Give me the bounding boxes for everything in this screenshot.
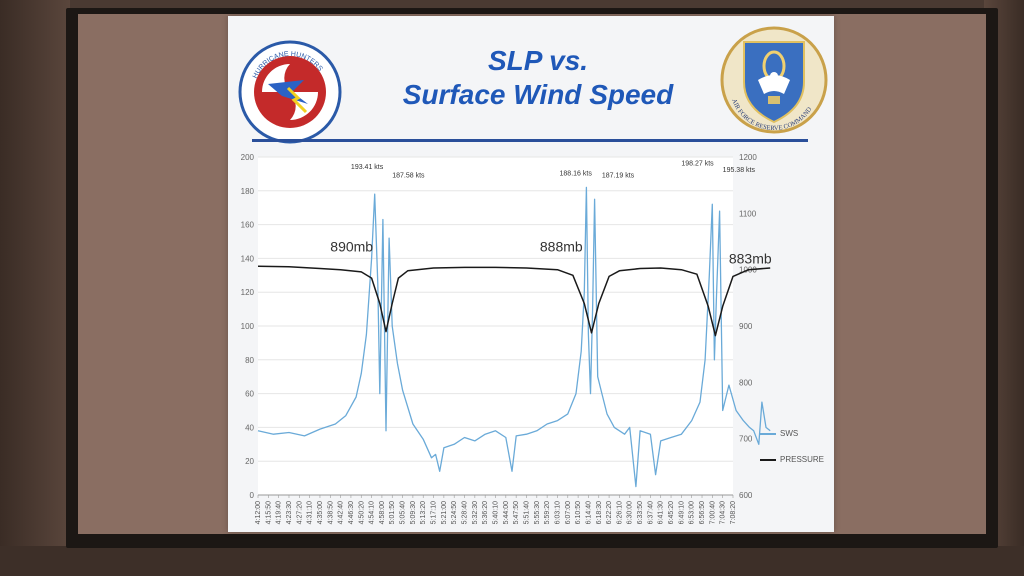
legend-item-sws: SWS xyxy=(760,429,840,455)
x-tick-label: 4:15:50 xyxy=(265,501,272,524)
y-right-tick-label: 700 xyxy=(739,435,753,444)
legend-swatch-sws xyxy=(760,433,776,435)
legend-item-pressure: PRESSURE xyxy=(760,455,840,481)
wind-annotation: 187.58 kts xyxy=(392,172,425,179)
x-tick-label: 5:01:50 xyxy=(389,501,396,524)
series-line-pressure xyxy=(257,265,771,337)
slp-vs-wind-chart: 0 20 40 60 80 100 120 140 160 180 200 600 700 800 900 1… xyxy=(241,153,772,524)
x-tick-label: 4:38:50 xyxy=(327,501,334,524)
x-tick-label: 4:58:00 xyxy=(379,501,386,524)
x-tick-label: 4:19:40 xyxy=(276,501,283,524)
x-tick-label: 6:41:30 xyxy=(658,501,665,524)
pressure-annotation: 888mb xyxy=(540,239,583,255)
x-tick-label: 6:56:50 xyxy=(699,501,706,524)
x-tick-label: 7:08:20 xyxy=(730,501,737,524)
x-tick-label: 6:26:10 xyxy=(616,501,623,524)
wind-annotation: 193.41 kts xyxy=(351,164,384,171)
chart-area: 0 20 40 60 80 100 120 140 160 180 200 600 700 800 900 1… xyxy=(228,148,834,532)
x-tick-label: 6:37:40 xyxy=(647,501,654,524)
y-left-tick-label: 200 xyxy=(241,153,255,162)
x-tick-label: 5:17:10 xyxy=(431,501,438,524)
y-left-tick-label: 120 xyxy=(241,288,255,297)
x-tick-label: 7:04:30 xyxy=(720,501,727,524)
slide-title-line1: SLP vs. xyxy=(487,45,589,76)
pressure-annotation: 883mb xyxy=(729,250,772,266)
x-tick-label: 6:22:20 xyxy=(606,501,613,524)
y-left-tick-label: 0 xyxy=(250,491,255,500)
y-left-tick-label: 140 xyxy=(241,254,255,263)
x-tick-label: 4:35:00 xyxy=(317,501,324,524)
y-right-tick-label: 1100 xyxy=(739,209,757,218)
x-tick-label: 6:33:50 xyxy=(637,501,644,524)
y-left-tick-label: 80 xyxy=(245,356,254,365)
legend-swatch-pressure xyxy=(760,459,776,461)
x-tick-label: 6:49:10 xyxy=(678,501,685,524)
wind-annotation: 188.16 kts xyxy=(560,171,593,178)
y-right-tick-label: 900 xyxy=(739,322,753,331)
x-tick-label: 5:21:00 xyxy=(441,501,448,524)
chart-legend: SWS PRESSURE xyxy=(760,429,840,481)
x-tick-label: 5:28:40 xyxy=(462,501,469,524)
x-tick-label: 5:47:50 xyxy=(513,501,520,524)
x-tick-label: 6:07:00 xyxy=(565,501,572,524)
x-tick-label: 7:00:40 xyxy=(709,501,716,524)
title-underline xyxy=(252,139,808,142)
x-tick-label: 4:31:10 xyxy=(307,501,314,524)
wind-annotation: 198.27 kts xyxy=(681,160,714,167)
x-tick-label: 5:32:30 xyxy=(472,501,479,524)
x-tick-label: 6:30:00 xyxy=(627,501,634,524)
x-tick-label: 5:05:40 xyxy=(400,501,407,524)
y-left-tick-label: 100 xyxy=(241,322,255,331)
series-line-sws xyxy=(257,186,771,488)
x-tick-label: 4:12:00 xyxy=(255,501,262,524)
afrc-logo: AIR FORCE RESERVE COMMAND xyxy=(720,26,828,134)
x-tick-label: 6:18:30 xyxy=(596,501,603,524)
x-tick-label: 5:09:30 xyxy=(410,501,417,524)
y-right-tick-label: 600 xyxy=(739,491,753,500)
slide-title: SLP vs. Surface Wind Speed xyxy=(368,44,708,112)
x-tick-label: 4:27:20 xyxy=(296,501,303,524)
x-tick-label: 5:55:30 xyxy=(534,501,541,524)
x-tick-label: 4:46:30 xyxy=(348,501,355,524)
y-right-tick-label: 1200 xyxy=(739,153,757,162)
y-left-tick-label: 160 xyxy=(241,221,255,230)
x-tick-label: 5:40:10 xyxy=(493,501,500,524)
hurricane-hunters-logo: HURRICANE HUNTERS xyxy=(238,40,342,144)
wind-annotation: 187.19 kts xyxy=(602,172,635,179)
x-tick-label: 4:23:30 xyxy=(286,501,293,524)
x-tick-label: 5:51:40 xyxy=(523,501,530,524)
x-tick-label: 4:50:20 xyxy=(358,501,365,524)
x-tick-label: 5:13:20 xyxy=(420,501,427,524)
x-tick-label: 6:14:40 xyxy=(585,501,592,524)
wind-annotation: 195.38 kts xyxy=(723,167,756,174)
x-tick-label: 5:59:20 xyxy=(544,501,551,524)
y-left-tick-label: 20 xyxy=(245,457,254,466)
room-wall-left xyxy=(0,0,70,576)
room-floor xyxy=(0,546,1024,576)
x-tick-label: 6:53:00 xyxy=(689,501,696,524)
x-tick-label: 4:54:10 xyxy=(369,501,376,524)
x-tick-label: 5:36:20 xyxy=(482,501,489,524)
x-tick-label: 4:42:40 xyxy=(338,501,345,524)
x-tick-label: 5:24:50 xyxy=(451,501,458,524)
pressure-annotation: 890mb xyxy=(330,239,373,255)
y-left-tick-label: 180 xyxy=(241,187,255,196)
slide-title-line2: Surface Wind Speed xyxy=(402,79,674,110)
y-left-tick-label: 40 xyxy=(245,423,254,432)
x-tick-label: 6:10:50 xyxy=(575,501,582,524)
y-right-tick-label: 800 xyxy=(739,378,753,387)
x-tick-label: 6:45:20 xyxy=(668,501,675,524)
y-left-tick-label: 60 xyxy=(245,390,254,399)
x-tick-label: 6:03:10 xyxy=(554,501,561,524)
x-tick-label: 5:44:00 xyxy=(503,501,510,524)
legend-label-sws: SWS xyxy=(780,429,799,438)
legend-label-pressure: PRESSURE xyxy=(780,455,825,464)
presentation-slide: HURRICANE HUNTERS SLP vs. Surface Wind S… xyxy=(228,16,834,532)
